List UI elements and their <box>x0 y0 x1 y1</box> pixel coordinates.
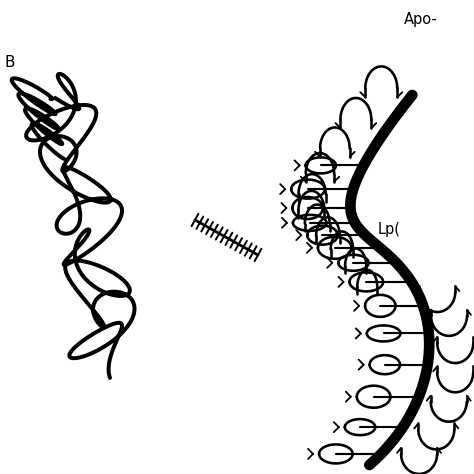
Text: B: B <box>4 55 15 70</box>
Text: Apo-: Apo- <box>404 12 438 27</box>
Text: Lp(: Lp( <box>378 222 401 237</box>
